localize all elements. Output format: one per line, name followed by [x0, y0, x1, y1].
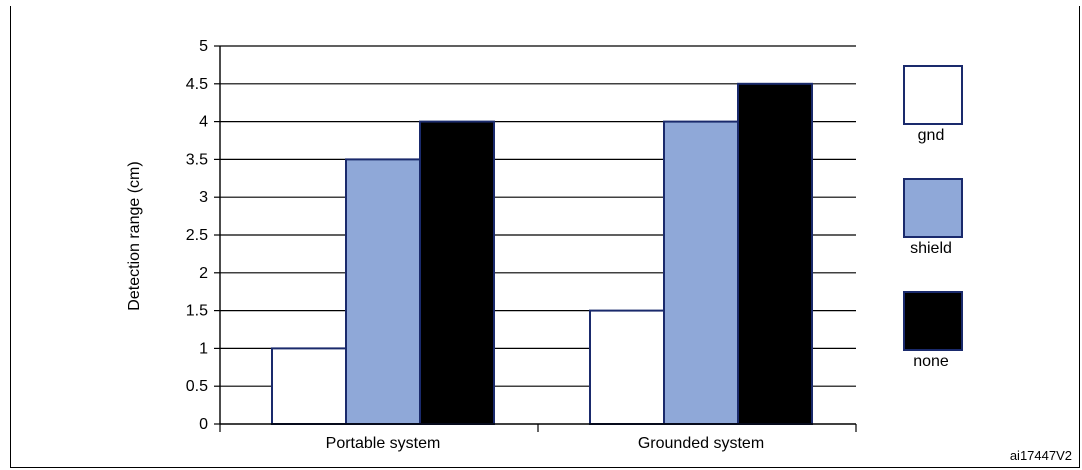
bar-gnd-2 [589, 309, 665, 426]
y-tick-label: 0 [199, 416, 208, 433]
x-tick-labels: Portable system Grounded system [326, 435, 765, 452]
bar-gnd-1 [271, 347, 347, 425]
y-tick-label: 4.5 [186, 76, 208, 93]
y-tick-labels: 0 0.5 1 1.5 2 2.5 3 3.5 4 4.5 5 [186, 38, 208, 433]
y-tick-label: 5 [199, 38, 208, 55]
legend-label-shield: shield [910, 240, 952, 257]
legend-label-none: none [913, 353, 949, 370]
bar-shield-1 [345, 158, 421, 425]
figure-id: ai17447V2 [1010, 448, 1072, 463]
y-tick-label: 2 [199, 265, 208, 282]
y-tick-label: 0.5 [186, 378, 208, 395]
bar-shield-2 [663, 120, 739, 425]
y-tick-label: 2.5 [186, 227, 208, 244]
y-tick-label: 1.5 [186, 303, 208, 320]
chart-frame [10, 6, 1080, 468]
legend-swatch-gnd [903, 65, 963, 125]
axes [219, 46, 857, 432]
legend: gnd shield none [903, 65, 963, 370]
bar-none-2 [737, 82, 813, 426]
legend-label-gnd: gnd [918, 127, 945, 144]
bars [271, 82, 813, 426]
y-tick-label: 4 [199, 114, 208, 131]
y-tick-label: 3.5 [186, 151, 208, 168]
y-axis-label: Detection range (cm) [126, 161, 143, 310]
bar-none-1 [419, 120, 495, 425]
legend-swatch-none [903, 291, 963, 351]
y-tick-label: 3 [199, 189, 208, 206]
x-tick-label: Grounded system [638, 435, 764, 452]
x-tick-label: Portable system [326, 435, 441, 452]
y-tick-label: 1 [199, 340, 208, 357]
legend-swatch-shield [903, 178, 963, 238]
